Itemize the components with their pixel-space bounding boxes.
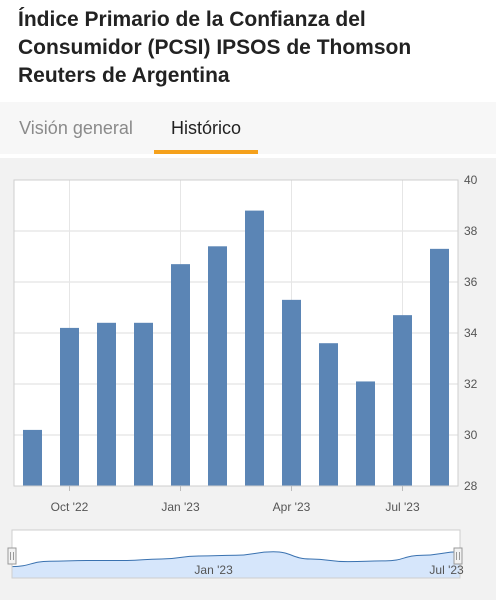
bar[interactable] (208, 246, 227, 486)
bar[interactable] (282, 299, 301, 486)
plot-frame (13, 179, 459, 487)
x-tick-label: Oct '22 (51, 500, 89, 514)
tab-history[interactable]: Histórico (170, 118, 241, 138)
x-tick-label: Apr '23 (273, 500, 311, 514)
bar[interactable] (60, 327, 79, 486)
bar[interactable] (134, 322, 153, 486)
y-tick-label: 32 (464, 377, 478, 391)
y-tick-label: 38 (464, 224, 478, 238)
navigator-label: Jan '23 (194, 563, 233, 577)
y-tick-label: 34 (464, 326, 478, 340)
bar[interactable] (171, 264, 190, 486)
navigator-label: Jul '23 (429, 563, 464, 577)
bar[interactable] (245, 210, 264, 486)
active-tab-indicator (154, 150, 258, 154)
bar[interactable] (430, 248, 449, 486)
navigator-left-handle[interactable] (7, 547, 17, 565)
bar[interactable] (319, 343, 338, 486)
y-tick-label: 36 (464, 275, 478, 289)
y-tick-label: 40 (464, 173, 478, 187)
navigator-right-handle[interactable] (453, 547, 463, 565)
navigator-area (12, 551, 460, 578)
tab-bar: Visión general Histórico (0, 102, 496, 154)
bar[interactable] (23, 429, 42, 486)
y-tick-label: 28 (464, 479, 478, 493)
x-tick-label: Jan '23 (161, 500, 200, 514)
bar[interactable] (356, 381, 375, 486)
bar[interactable] (393, 315, 412, 486)
tab-overview[interactable]: Visión general (19, 118, 133, 138)
bar[interactable] (97, 322, 116, 486)
y-tick-label: 30 (464, 428, 478, 442)
x-tick-label: Jul '23 (385, 500, 420, 514)
page-title: Índice Primario de la Confianza del Cons… (18, 8, 412, 87)
navigator-line (11, 551, 461, 568)
